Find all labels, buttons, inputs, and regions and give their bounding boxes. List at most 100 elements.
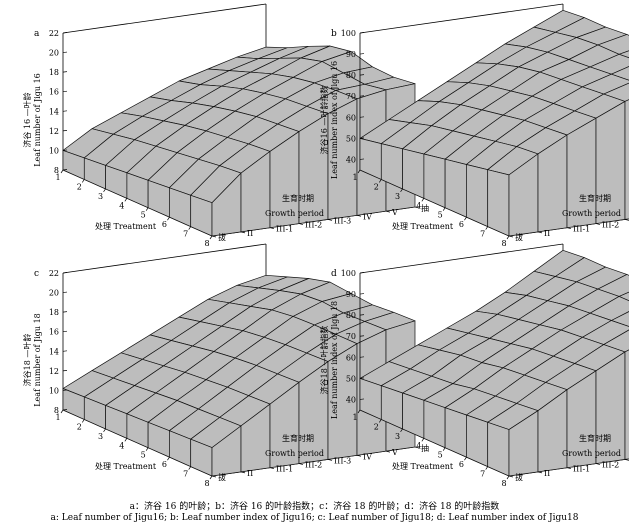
x-tick-label: 5 — [141, 211, 146, 220]
y-tick — [595, 463, 601, 465]
z-tick — [359, 53, 365, 55]
x-tick — [485, 466, 489, 470]
z-tick-label: 12 — [49, 127, 59, 136]
y-axis-label-en: Growth period — [265, 449, 324, 458]
skirt-face — [444, 158, 467, 218]
z-tick — [359, 74, 365, 76]
skirt-face — [624, 349, 629, 460]
x-axis-label: 处理 Treatment — [95, 461, 157, 471]
y-tick-label: II — [544, 229, 550, 238]
y-tick — [269, 467, 275, 470]
z-tick — [62, 51, 68, 53]
x-axis-label: 处理 Treatment — [392, 461, 454, 471]
surface — [62, 45, 416, 204]
y-tick-label: II — [247, 229, 253, 238]
z-tick-label: 50 — [346, 374, 356, 383]
y-tick — [385, 450, 391, 453]
z-tick-label: 80 — [346, 71, 356, 80]
z-tick-label: 8 — [54, 166, 59, 175]
z-tick-label: 70 — [346, 332, 356, 341]
y-tick-label: V — [391, 448, 398, 457]
y-tick — [595, 223, 601, 225]
caption-english: a: Leaf number of Jigu16; b: Leaf number… — [50, 513, 579, 523]
panel-label: c — [34, 269, 39, 279]
z-axis-label: 济谷16 —叶龄指数 — [319, 86, 329, 155]
z-tick — [359, 272, 365, 274]
z-tick — [359, 32, 365, 34]
surface — [359, 9, 629, 176]
y-axis-label-cn: 生育时期 — [579, 433, 611, 443]
caption-chinese: a：济谷 16 的叶龄；b：济谷 16 的叶龄指数；c：济谷 18 的叶龄；d：… — [129, 502, 500, 512]
z-tick-label: 22 — [49, 29, 59, 38]
skirt-face — [466, 164, 489, 228]
z-tick-label: 20 — [49, 49, 59, 58]
x-tick-label: 5 — [438, 211, 443, 220]
axis-line — [359, 3, 564, 34]
y-tick — [385, 210, 391, 213]
x-tick-label: 2 — [77, 182, 82, 191]
x-tick-label: 2 — [374, 182, 379, 191]
z-tick-label: 70 — [346, 92, 356, 101]
x-tick — [103, 428, 106, 433]
z-tick-label: 80 — [346, 311, 356, 320]
x-tick-label: 1 — [55, 413, 60, 422]
z-tick — [359, 314, 365, 316]
x-tick-label: 6 — [162, 460, 167, 469]
y-tick — [414, 206, 420, 209]
skirt-face — [423, 399, 446, 449]
y-tick — [269, 227, 275, 230]
x-tick — [209, 235, 213, 240]
x-tick — [209, 475, 213, 480]
x-tick-label: 7 — [183, 470, 188, 479]
y-tick-label: III-2 — [602, 221, 619, 230]
x-tick-label: 7 — [480, 470, 485, 479]
y-tick — [566, 467, 572, 470]
z-tick — [62, 90, 68, 93]
x-tick — [464, 456, 467, 461]
y-tick — [211, 235, 217, 238]
y-tick-label: IV — [363, 212, 372, 221]
z-axis-label-en: Leaf number index of Jigu 16 — [330, 61, 339, 179]
z-axis-label: 济谷18 —叶龄指数 — [319, 326, 329, 395]
z-tick-label: 16 — [49, 328, 59, 337]
x-tick — [378, 179, 382, 183]
panel-label: d — [331, 269, 337, 279]
x-tick — [81, 179, 85, 183]
z-tick-label: 40 — [346, 395, 356, 404]
x-tick — [506, 235, 510, 240]
surface-skirt — [359, 349, 629, 477]
x-axis-label: 处理 Treatment — [95, 221, 157, 231]
y-tick-label: III-1 — [276, 465, 293, 474]
z-axis-label-en: Leaf number of Jigu 18 — [33, 313, 42, 407]
x-tick — [400, 188, 403, 193]
x-tick — [378, 419, 382, 423]
y-tick-label: III-1 — [276, 225, 293, 234]
z-tick — [359, 116, 365, 118]
skirt-face — [444, 407, 467, 458]
y-tick — [327, 219, 333, 221]
z-tick — [62, 330, 68, 333]
x-tick — [485, 226, 489, 230]
z-tick-label: 60 — [346, 353, 356, 362]
x-tick — [464, 216, 467, 221]
z-tick — [62, 311, 68, 313]
z-tick-label: 20 — [49, 289, 59, 298]
chart-panel-d: 40 50 60 70 80 90 100 1 2 3 4 5 6 7 8拔 II III-1 III-2 III-… — [319, 243, 629, 488]
y-tick — [298, 463, 304, 465]
x-tick-label: 3 — [395, 432, 400, 441]
x-tick-label: 4 — [119, 441, 124, 450]
surface — [359, 249, 629, 430]
x-tick — [421, 198, 425, 202]
z-tick — [359, 158, 365, 160]
z-tick — [62, 272, 68, 274]
x-tick — [60, 409, 64, 414]
x-tick-label: 5 — [438, 451, 443, 460]
y-tick-label: 拔 — [515, 232, 523, 242]
y-axis-label-en: Growth period — [562, 209, 621, 218]
y-tick — [298, 223, 304, 225]
y-axis-label-cn: 生育时期 — [282, 193, 314, 203]
x-tick — [442, 447, 446, 451]
y-tick-label: II — [247, 469, 253, 478]
